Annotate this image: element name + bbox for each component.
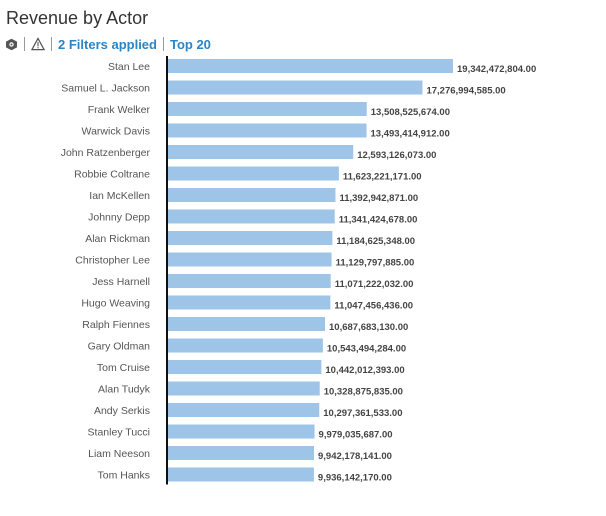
bar[interactable]	[167, 80, 423, 95]
bar[interactable]	[167, 403, 320, 417]
toolbar-separator	[162, 37, 164, 51]
toolbar-separator	[24, 37, 25, 51]
warning-triangle-icon[interactable]	[31, 37, 45, 51]
category-label: Alan Rickman	[85, 233, 150, 245]
data-label: 10,328,875,835.00	[324, 387, 403, 398]
category-label: Gary Oldman	[88, 340, 151, 352]
data-label: 19,342,472,804.00	[457, 64, 536, 75]
data-label: 13,508,525,674.00	[371, 107, 450, 118]
bar[interactable]	[167, 59, 453, 73]
data-label: 11,184,625,348.00	[336, 236, 415, 247]
data-label: 10,543,494,284.00	[327, 344, 406, 355]
category-label: Hugo Weaving	[81, 297, 150, 309]
data-label: 13,493,414,912.00	[371, 129, 450, 140]
category-label: Jess Harnell	[92, 276, 150, 288]
category-label: Stan Lee	[108, 61, 150, 73]
data-label: 10,442,012,393.00	[325, 365, 404, 376]
chart-toolbar: 2 Filters applied Top 20	[4, 36, 211, 52]
data-label: 11,341,424,678.00	[339, 215, 418, 226]
cube-settings-icon[interactable]	[4, 37, 18, 51]
category-label: Warwick Davis	[82, 125, 150, 137]
bar[interactable]	[167, 166, 339, 181]
category-label: Robbie Coltrane	[74, 168, 150, 180]
chart-title: Revenue by Actor	[6, 8, 149, 28]
data-label: 9,936,142,170.00	[318, 473, 392, 484]
data-label: 10,687,683,130.00	[329, 322, 408, 333]
category-label: Stanley Tucci	[88, 426, 150, 438]
data-label: 10,297,361,533.00	[323, 408, 402, 419]
category-label: John Ratzenberger	[61, 147, 151, 159]
data-label: 11,047,456,436.00	[334, 301, 413, 312]
bar[interactable]	[167, 338, 323, 353]
top-n-link[interactable]: Top 20	[169, 36, 211, 52]
bar[interactable]	[167, 317, 326, 331]
category-label: Ralph Fiennes	[82, 319, 150, 331]
data-label: 11,623,221,171.00	[343, 172, 422, 183]
bar[interactable]	[167, 424, 315, 439]
bar[interactable]	[167, 360, 322, 374]
bar[interactable]	[167, 209, 335, 224]
category-label: Samuel L. Jackson	[61, 82, 150, 94]
filters-applied-link[interactable]: 2 Filters applied	[58, 36, 157, 52]
category-label: Johnny Depp	[88, 211, 150, 223]
data-label: 9,979,035,687.00	[319, 430, 393, 441]
category-label: Frank Welker	[88, 104, 151, 116]
category-label: Tom Hanks	[97, 469, 150, 481]
bar[interactable]	[167, 188, 336, 202]
category-label: Liam Neeson	[88, 448, 150, 460]
toolbar-separator	[51, 37, 52, 51]
bar[interactable]	[167, 446, 315, 460]
bar[interactable]	[167, 231, 333, 245]
category-label: Christopher Lee	[75, 254, 150, 266]
bar[interactable]	[167, 467, 314, 482]
category-label: Ian McKellen	[89, 190, 150, 202]
data-label: 12,593,126,073.00	[357, 150, 436, 161]
bar[interactable]	[167, 123, 367, 138]
data-label: 9,942,178,141.00	[318, 451, 392, 462]
data-label: 11,129,797,885.00	[336, 258, 415, 269]
category-label: Tom Cruise	[97, 362, 150, 374]
data-label: 11,071,222,032.00	[335, 279, 414, 290]
bar[interactable]	[167, 381, 320, 396]
bar[interactable]	[167, 145, 354, 159]
category-label: Andy Serkis	[94, 405, 150, 417]
bar[interactable]	[167, 274, 331, 288]
bar[interactable]	[167, 295, 331, 310]
bar[interactable]	[167, 252, 332, 267]
bar[interactable]	[167, 102, 367, 116]
data-label: 17,276,994,585.00	[426, 86, 505, 97]
category-label: Alan Tudyk	[98, 383, 151, 395]
data-label: 11,392,942,871.00	[339, 193, 418, 204]
